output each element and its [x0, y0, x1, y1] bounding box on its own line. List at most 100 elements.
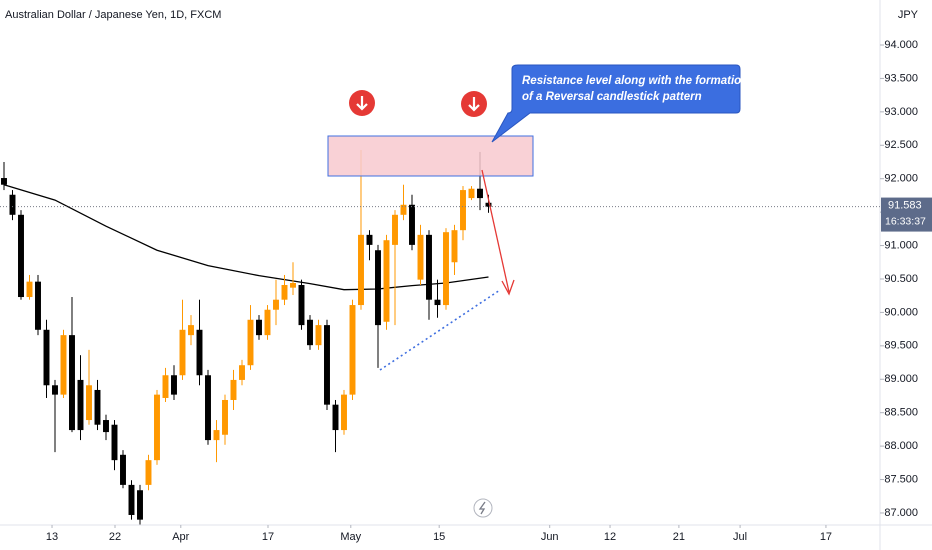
chart-title: Australian Dollar / Japanese Yen, 1D, FX…: [5, 9, 221, 21]
candle-body: [451, 230, 458, 263]
candle-body: [94, 389, 101, 425]
candle-body: [60, 335, 67, 395]
candle-body: [43, 329, 50, 386]
y-tick-label: 89.000: [884, 373, 918, 385]
trend-line: [379, 289, 501, 371]
replay-icon[interactable]: [473, 498, 493, 518]
candle-body: [426, 234, 432, 300]
candle-body: [137, 490, 143, 520]
candle-body: [9, 194, 16, 215]
y-tick-label: 91.000: [884, 239, 918, 251]
down-marker: [461, 91, 487, 117]
candle-body: [196, 329, 203, 376]
y-tick-label: 93.000: [884, 106, 918, 118]
candle-body: [400, 204, 407, 215]
candle-body: [103, 420, 109, 433]
candle-body: [222, 399, 228, 435]
y-tick-label: 88.500: [884, 407, 918, 419]
y-tick-label: 88.000: [884, 440, 918, 452]
candle-body: [434, 299, 441, 306]
y-tick-label: 87.000: [884, 507, 918, 519]
candle-body: [281, 284, 288, 300]
candle-body: [264, 309, 271, 336]
candle-body: [341, 394, 347, 431]
candle-body: [35, 281, 41, 330]
last-price-label: 91.583: [888, 199, 922, 211]
candle-body: [162, 375, 169, 398]
candle-body: [205, 375, 211, 441]
candle-body: [77, 379, 84, 431]
candle-body: [256, 319, 262, 336]
candle-body: [349, 305, 356, 395]
x-tick-label: Jul: [733, 531, 747, 543]
candle-body: [128, 484, 135, 515]
x-tick-label: 17: [262, 531, 274, 543]
candle-body: [315, 325, 322, 346]
candle-body: [86, 385, 92, 421]
candle-body: [188, 325, 194, 336]
candle-body: [324, 325, 330, 405]
callout: Resistance level along with the formatio…: [491, 64, 748, 143]
candle-body: [366, 234, 373, 245]
x-tick-label: 17: [820, 531, 832, 543]
candle-body: [52, 385, 58, 395]
y-tick-label: 94.000: [884, 39, 918, 51]
candle-body: [1, 178, 7, 185]
y-tick-label: 90.500: [884, 273, 918, 285]
currency-label: JPY: [898, 9, 919, 21]
candle-body: [332, 404, 339, 431]
projection-arrow: [481, 169, 510, 293]
candle-body: [392, 214, 398, 245]
candle-body: [171, 375, 177, 395]
candle-body: [468, 188, 475, 199]
x-tick-label: 22: [109, 531, 121, 543]
candle-body: [383, 240, 390, 322]
candle-body: [290, 282, 296, 288]
candle-body: [120, 454, 126, 485]
y-tick-label: 90.000: [884, 306, 918, 318]
candle-body: [247, 319, 254, 366]
candle-body: [477, 188, 483, 199]
x-tick-label: 12: [604, 531, 616, 543]
candle-body: [358, 234, 364, 306]
candle-body: [111, 424, 118, 461]
candle-body: [239, 365, 245, 380]
callout-text: Resistance level along with the formatio…: [522, 75, 748, 87]
x-tick-label: Jun: [541, 531, 559, 543]
countdown-label: 16:33:37: [885, 215, 926, 227]
resistance-zone: [327, 135, 534, 177]
projection-arrowhead: [501, 279, 515, 296]
candle-body: [69, 335, 75, 431]
y-tick-label: 89.500: [884, 340, 918, 352]
candle-body: [179, 329, 186, 376]
candle-body: [154, 394, 160, 461]
candle-body: [417, 234, 424, 280]
x-tick-label: 21: [673, 531, 685, 543]
candle-body: [213, 430, 220, 441]
candle-body: [460, 190, 466, 231]
candle-body: [273, 299, 279, 310]
candle-body: [18, 214, 24, 298]
candle-body: [375, 250, 381, 326]
down-marker: [349, 90, 375, 116]
y-tick-label: 92.500: [884, 139, 918, 151]
candle-body: [307, 319, 313, 346]
candle-body: [443, 232, 449, 306]
x-tick-label: 13: [46, 531, 58, 543]
x-tick-label: Apr: [172, 531, 189, 543]
y-tick-label: 87.500: [884, 473, 918, 485]
x-tick-label: 15: [433, 531, 445, 543]
candle-body: [485, 202, 492, 207]
candle-body: [26, 281, 33, 298]
plot-area: [1, 149, 492, 525]
candle-body: [145, 460, 152, 485]
callout-text: of a Reversal candlestick pattern: [522, 91, 702, 103]
candle-body: [409, 204, 415, 245]
x-tick-label: May: [340, 531, 361, 543]
last-price-box: [881, 197, 932, 232]
y-tick-label: 93.500: [884, 72, 918, 84]
candle-body: [230, 379, 237, 400]
y-tick-label: 92.000: [884, 173, 918, 185]
